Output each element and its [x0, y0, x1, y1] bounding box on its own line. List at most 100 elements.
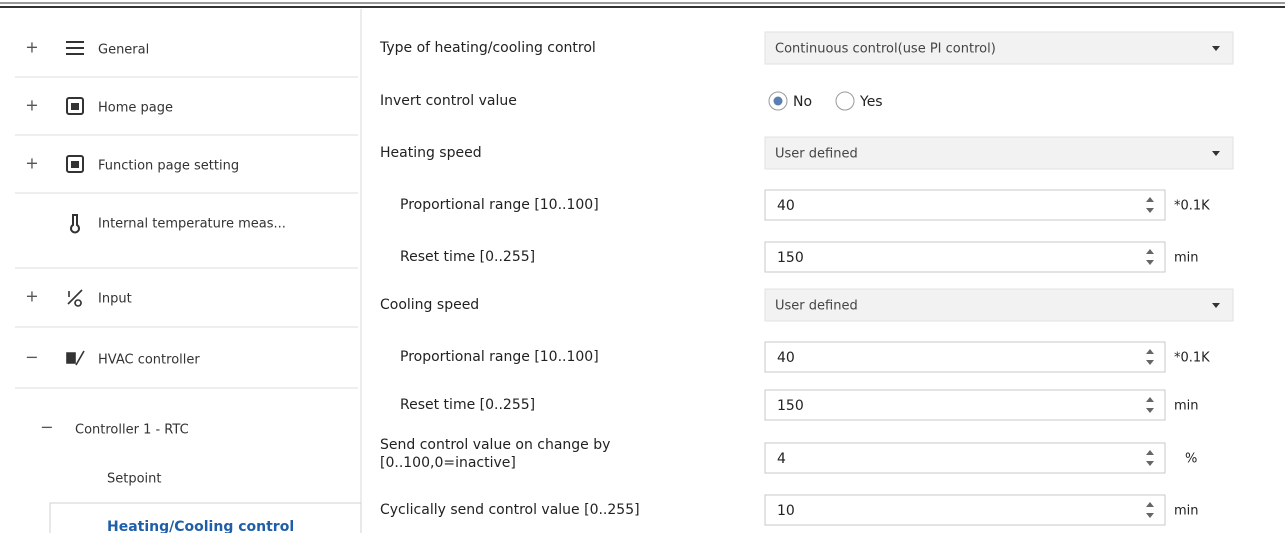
nav-icon	[66, 155, 84, 173]
parameter-label: Cyclically send control value [0..255]	[380, 502, 640, 518]
nav-label[interactable]: General	[98, 43, 149, 58]
dropdown-arrow	[1212, 46, 1220, 51]
spin-field	[764, 341, 1166, 373]
unit: min	[1174, 504, 1199, 519]
dropdown[interactable]: User defined	[764, 136, 1234, 170]
nav-label[interactable]: Controller 1 - RTC	[75, 423, 189, 438]
expand-toggle[interactable]: +	[25, 38, 38, 57]
spin-up[interactable]	[1146, 450, 1154, 455]
expand-toggle[interactable]: +	[25, 96, 38, 115]
spin-value: 150	[777, 398, 804, 414]
sidebar: + General + Home page + Function page setting…	[15, 38, 362, 533]
parameter-label: Invert control value	[380, 93, 517, 109]
nav-item[interactable]: − Controller 1 - RTC	[40, 418, 188, 438]
spin-down[interactable]	[1146, 208, 1154, 213]
radio-label: No	[793, 94, 812, 110]
nav-label[interactable]: Internal temperature meas...	[98, 217, 286, 232]
dropdown-arrow	[1212, 151, 1220, 156]
parameter-label: Send control value on change by	[380, 437, 610, 453]
dropdown[interactable]: Continuous control(use PI control)	[764, 31, 1234, 65]
spin-value: 150	[777, 250, 804, 266]
nav-label[interactable]: HVAC controller	[98, 353, 200, 368]
nav-item[interactable]: + Function page setting	[25, 154, 239, 174]
expand-toggle[interactable]: +	[25, 287, 38, 306]
icon-stroke	[70, 214, 80, 234]
dropdown-box	[764, 136, 1234, 170]
parameter-label: Cooling speed	[380, 297, 479, 313]
dropdown-value: Continuous control(use PI control)	[775, 42, 996, 57]
nav-item[interactable]: + Input	[25, 287, 132, 307]
spin-down[interactable]	[1146, 360, 1154, 365]
icon-stroke	[66, 97, 84, 115]
nav-item[interactable]: + Home page	[25, 96, 173, 116]
spin-value: 10	[777, 503, 795, 519]
spin-box[interactable]: 150	[764, 241, 1166, 273]
dropdown-arrow	[1212, 303, 1220, 308]
spin-value: 40	[777, 350, 795, 366]
spin-box[interactable]: 40	[764, 341, 1166, 373]
spin-down[interactable]	[1146, 408, 1154, 413]
spin-field	[764, 494, 1166, 526]
parameter-label: Proportional range [10..100]	[400, 349, 599, 365]
nav-item[interactable]: Setpoint	[107, 472, 162, 487]
icon-stroke	[66, 155, 84, 173]
unit: *0.1K	[1174, 199, 1210, 214]
expand-toggle[interactable]: −	[40, 418, 53, 437]
radio-label: Yes	[859, 94, 883, 110]
parameter-label: Type of heating/cooling control	[379, 40, 596, 56]
nav-icon	[66, 97, 84, 115]
radio-dot	[773, 96, 783, 106]
radio-option[interactable]: Yes	[835, 91, 883, 111]
spin-up[interactable]	[1146, 249, 1154, 254]
spin-value: 4	[777, 451, 786, 467]
spin-up[interactable]	[1146, 397, 1154, 402]
spin-down[interactable]	[1146, 461, 1154, 466]
nav-label[interactable]: Function page setting	[98, 159, 239, 174]
spin-box[interactable]: 10	[764, 494, 1166, 526]
dropdown[interactable]: User defined	[764, 288, 1234, 322]
nav-label[interactable]: Input	[98, 292, 132, 307]
spin-down[interactable]	[1146, 260, 1154, 265]
dropdown-box	[764, 31, 1234, 65]
icon-stroke	[66, 350, 85, 366]
radio-button	[835, 91, 855, 111]
parameter-label: Proportional range [10..100]	[400, 197, 599, 213]
icon-stroke	[71, 103, 79, 110]
unit: %	[1185, 452, 1197, 467]
nav-item[interactable]: − HVAC controller	[25, 348, 200, 368]
nav-icon	[67, 289, 83, 307]
parameter-label: Heating speed	[380, 145, 482, 161]
expand-toggle[interactable]: +	[25, 154, 38, 173]
nav-label[interactable]: Heating/Cooling control	[107, 519, 294, 533]
unit: *0.1K	[1174, 351, 1210, 366]
nav-item[interactable]: + General	[25, 38, 149, 58]
spin-box[interactable]: 4	[764, 442, 1166, 474]
nav-label[interactable]: Setpoint	[107, 472, 162, 487]
spin-up[interactable]	[1146, 197, 1154, 202]
nav-icon	[66, 350, 85, 366]
parameter-label: Reset time [0..255]	[400, 397, 535, 413]
icon-stroke	[71, 161, 79, 168]
spin-box[interactable]: 150	[764, 389, 1166, 421]
spin-up[interactable]	[1146, 502, 1154, 507]
spin-down[interactable]	[1146, 513, 1154, 518]
parameter-label: Reset time [0..255]	[400, 249, 535, 265]
expand-toggle[interactable]: −	[25, 348, 38, 367]
parameter-panel: Type of heating/cooling control Continuou…	[379, 31, 1234, 526]
nav-item[interactable]: Internal temperature meas...	[70, 214, 286, 234]
dropdown-value: User defined	[775, 147, 858, 162]
spin-field	[764, 442, 1166, 474]
parameter-label: [0..100,0=inactive]	[380, 455, 516, 471]
nav-label[interactable]: Home page	[98, 101, 173, 116]
spin-field	[764, 189, 1166, 221]
radio-option[interactable]: No	[768, 91, 812, 111]
icon-stroke	[67, 289, 83, 307]
spin-field	[764, 389, 1166, 421]
nav-item[interactable]: Heating/Cooling control	[49, 502, 362, 533]
spin-box[interactable]: 40	[764, 189, 1166, 221]
spin-value: 40	[777, 198, 795, 214]
unit: min	[1174, 399, 1199, 414]
selected-highlight	[49, 502, 362, 533]
spin-up[interactable]	[1146, 349, 1154, 354]
